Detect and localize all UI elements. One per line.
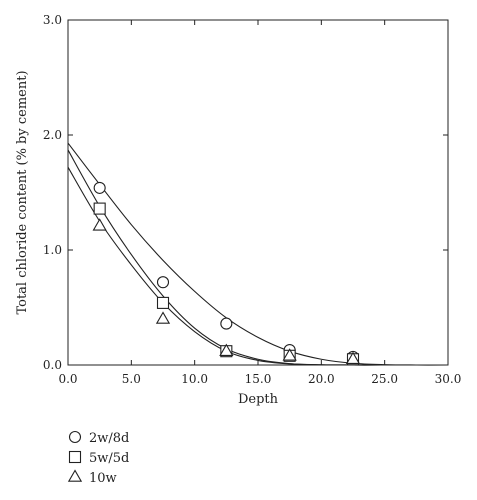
y-tick-label: 3.0 xyxy=(43,13,62,27)
legend-symbol-triangle xyxy=(67,469,83,482)
x-tick-label: 20.0 xyxy=(308,372,335,386)
fit-curve-2 xyxy=(67,149,385,366)
y-tick-label: 2.0 xyxy=(43,128,62,142)
legend: 2w/8d 5w/5d 10w xyxy=(67,430,129,486)
legend-label: 5w/5d xyxy=(89,451,129,466)
data-point-triangle xyxy=(219,343,234,356)
fit-curves xyxy=(67,142,449,366)
x-tick-label: 30.0 xyxy=(435,372,462,386)
data-point-square xyxy=(156,296,170,309)
y-tick-label: 0.0 xyxy=(43,358,62,372)
plot-area-border xyxy=(67,19,449,366)
data-point-triangle xyxy=(345,351,361,365)
x-tick-label: 0.0 xyxy=(58,372,77,386)
x-tick-label: 15.0 xyxy=(245,372,272,386)
x-tick-label: 25.0 xyxy=(371,372,398,386)
plot-frame xyxy=(67,19,449,366)
data-point-triangle xyxy=(155,311,171,324)
y-axis-title: Total chloride content (% by cement) xyxy=(15,70,30,314)
x-tick-label: 10.0 xyxy=(181,372,208,386)
y-tick-label: 1.0 xyxy=(43,243,62,257)
x-tick-label: 5.0 xyxy=(122,372,141,386)
legend-symbol-circle xyxy=(68,430,82,444)
fit-curve-1 xyxy=(67,142,449,366)
data-point-circle xyxy=(220,317,233,330)
data-point-circle xyxy=(156,276,170,289)
data-point-square xyxy=(93,202,106,215)
data-point-triangle xyxy=(92,218,107,231)
legend-label: 10w xyxy=(89,471,117,486)
legend-symbol-square xyxy=(68,450,82,464)
data-point-circle xyxy=(93,181,106,194)
legend-label: 2w/8d xyxy=(89,431,129,446)
fit-curve-3 xyxy=(67,166,385,366)
data-markers xyxy=(92,181,361,366)
data-point-triangle xyxy=(282,348,297,361)
axis-ticks: 0.0 5.0 10.0 15.0 20.0 25.0 30.0 0.0 1.0 2.0 3.0 xyxy=(43,13,461,386)
x-axis-title: Depth xyxy=(238,392,279,407)
